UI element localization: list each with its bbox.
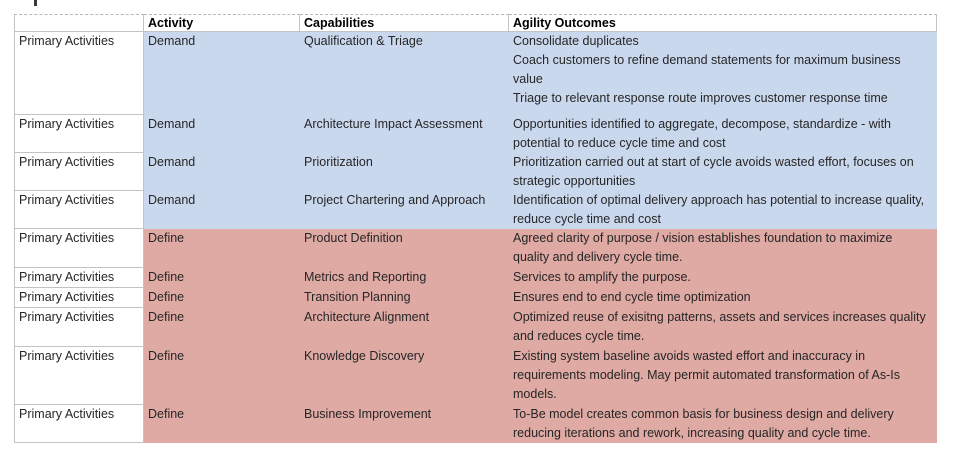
capability-cell: Architecture Alignment xyxy=(300,308,509,347)
outcome-line: Coach customers to refine demand stateme… xyxy=(513,53,901,86)
outcomes-cell: Ensures end to end cycle time optimizati… xyxy=(509,288,937,308)
activity-cell: Define xyxy=(144,405,300,443)
table-row: Primary Activities Demand Qualification … xyxy=(14,32,937,115)
group-cell: Primary Activities xyxy=(14,229,144,268)
outcomes-cell: Existing system baseline avoids wasted e… xyxy=(509,347,937,405)
outcome-line: Optimized reuse of exisitng patterns, as… xyxy=(513,310,926,343)
agility-outcomes-table: Activity Capabilities Agility Outcomes P… xyxy=(14,14,937,443)
table-row: Primary Activities Define Transition Pla… xyxy=(14,288,937,308)
capability-cell: Product Definition xyxy=(300,229,509,268)
header-cell-capabilities: Capabilities xyxy=(300,14,509,32)
outcome-line: Agreed clarity of purpose / vision estab… xyxy=(513,231,893,264)
activity-cell: Demand xyxy=(144,32,300,115)
group-cell: Primary Activities xyxy=(14,288,144,308)
outcomes-cell: Prioritization carried out at start of c… xyxy=(509,153,937,191)
group-cell: Primary Activities xyxy=(14,405,144,443)
activity-cell: Demand xyxy=(144,115,300,153)
outcomes-cell: To-Be model creates common basis for bus… xyxy=(509,405,937,443)
capability-cell: Architecture Impact Assessment xyxy=(300,115,509,153)
outcomes-cell: Consolidate duplicates Coach customers t… xyxy=(509,32,937,115)
outcome-line: Opportunities identified to aggregate, d… xyxy=(513,117,892,150)
activity-cell: Demand xyxy=(144,191,300,229)
activity-cell: Define xyxy=(144,347,300,405)
table-row: Primary Activities Define Knowledge Disc… xyxy=(14,347,937,405)
outcome-line: Identification of optimal delivery appro… xyxy=(513,193,925,226)
outcomes-cell: Identification of optimal delivery appro… xyxy=(509,191,937,229)
table-row: Primary Activities Demand Architecture I… xyxy=(14,115,937,153)
outcomes-cell: Optimized reuse of exisitng patterns, as… xyxy=(509,308,937,347)
header-cell-activity: Activity xyxy=(144,14,300,32)
screen-edge-artifact xyxy=(34,0,37,6)
outcome-line: Triage to relevant response route improv… xyxy=(513,91,888,105)
group-cell: Primary Activities xyxy=(14,308,144,347)
activity-cell: Demand xyxy=(144,153,300,191)
outcome-line: Existing system baseline avoids wasted e… xyxy=(513,349,900,401)
group-cell: Primary Activities xyxy=(14,153,144,191)
outcome-line: Prioritization carried out at start of c… xyxy=(513,155,914,188)
capability-cell: Business Improvement xyxy=(300,405,509,443)
table-row: Primary Activities Define Architecture A… xyxy=(14,308,937,347)
table-row: Primary Activities Demand Project Charte… xyxy=(14,191,937,229)
outcomes-cell: Opportunities identified to aggregate, d… xyxy=(509,115,937,153)
capability-cell: Knowledge Discovery xyxy=(300,347,509,405)
capability-cell: Metrics and Reporting xyxy=(300,268,509,288)
table-row: Primary Activities Define Product Defini… xyxy=(14,229,937,268)
outcome-line: To-Be model creates common basis for bus… xyxy=(513,407,894,440)
activity-cell: Define xyxy=(144,288,300,308)
group-cell: Primary Activities xyxy=(14,347,144,405)
table-row: Primary Activities Define Business Impro… xyxy=(14,405,937,443)
header-cell-agility-outcomes: Agility Outcomes xyxy=(509,14,937,32)
group-cell: Primary Activities xyxy=(14,115,144,153)
outcomes-cell: Agreed clarity of purpose / vision estab… xyxy=(509,229,937,268)
activity-cell: Define xyxy=(144,268,300,288)
group-cell: Primary Activities xyxy=(14,268,144,288)
capability-cell: Project Chartering and Approach xyxy=(300,191,509,229)
outcome-line: Consolidate duplicates xyxy=(513,34,639,48)
group-cell: Primary Activities xyxy=(14,191,144,229)
header-cell-group xyxy=(14,14,144,32)
capability-cell: Transition Planning xyxy=(300,288,509,308)
activity-cell: Define xyxy=(144,308,300,347)
outcome-line: Ensures end to end cycle time optimizati… xyxy=(513,290,751,304)
table-row: Primary Activities Demand Prioritization… xyxy=(14,153,937,191)
outcomes-cell: Services to amplify the purpose. xyxy=(509,268,937,288)
capability-cell: Qualification & Triage xyxy=(300,32,509,115)
activity-cell: Define xyxy=(144,229,300,268)
table-header-row: Activity Capabilities Agility Outcomes xyxy=(14,14,937,32)
table-row: Primary Activities Define Metrics and Re… xyxy=(14,268,937,288)
outcome-line: Services to amplify the purpose. xyxy=(513,270,691,284)
capability-cell: Prioritization xyxy=(300,153,509,191)
group-cell: Primary Activities xyxy=(14,32,144,115)
